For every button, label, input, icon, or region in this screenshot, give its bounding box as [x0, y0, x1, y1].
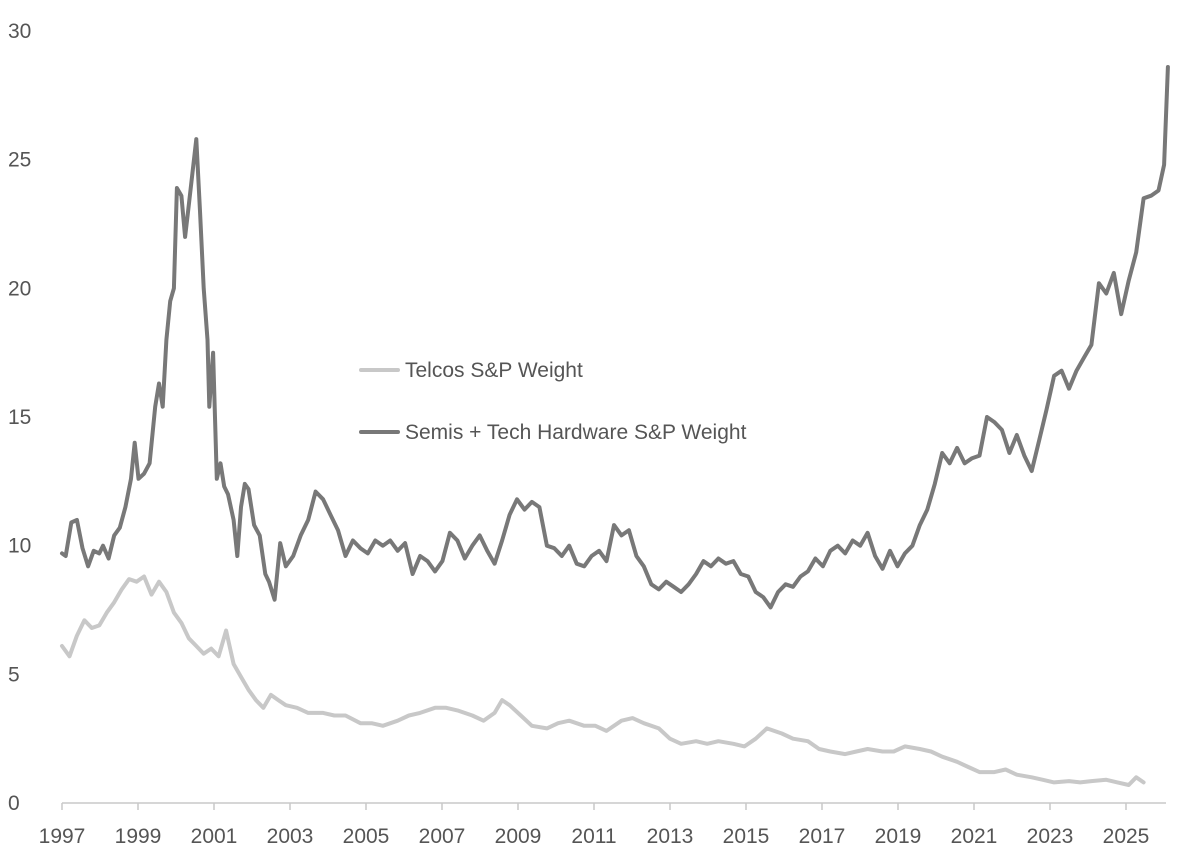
legend-label: Telcos S&P Weight — [405, 359, 583, 382]
x-tick-label: 2019 — [875, 825, 922, 848]
x-tick-label: 2015 — [723, 825, 770, 848]
y-tick-label: 20 — [8, 277, 31, 300]
x-tick-label: 1997 — [39, 825, 86, 848]
series-line-1 — [60, 65, 1170, 610]
x-axis-ticks: 1997 1999 2001 2003 2005 2007 2009 2011 2013 2015… — [39, 803, 1150, 848]
y-tick-label: 15 — [8, 406, 31, 429]
x-tick-label: 2023 — [1027, 825, 1074, 848]
legend-label: Semis + Tech Hardware S&P Weight — [405, 421, 747, 444]
x-tick-label: 1999 — [115, 825, 162, 848]
series-line-0 — [60, 574, 1146, 787]
x-tick-label: 2021 — [951, 825, 998, 848]
y-tick-label: 10 — [8, 535, 31, 558]
y-tick-label: 25 — [8, 149, 31, 172]
y-axis-ticks: 0 5 10 15 20 25 30 — [8, 20, 31, 815]
x-tick-label: 2007 — [419, 825, 466, 848]
x-tick-label: 2011 — [571, 825, 616, 848]
x-tick-label: 2017 — [799, 825, 846, 848]
x-tick-label: 2013 — [647, 825, 694, 848]
y-tick-label: 30 — [8, 20, 31, 43]
x-tick-label: 2005 — [343, 825, 390, 848]
x-tick-label: 2001 — [191, 825, 238, 848]
y-tick-label: 0 — [8, 792, 20, 815]
x-tick-label: 2003 — [267, 825, 314, 848]
x-tick-label: 2009 — [495, 825, 542, 848]
legend: Telcos S&P Weight Semis + Tech Hardware S… — [359, 359, 747, 444]
x-tick-label: 2025 — [1103, 825, 1150, 848]
y-tick-label: 5 — [8, 663, 20, 686]
series-lines — [60, 65, 1170, 787]
